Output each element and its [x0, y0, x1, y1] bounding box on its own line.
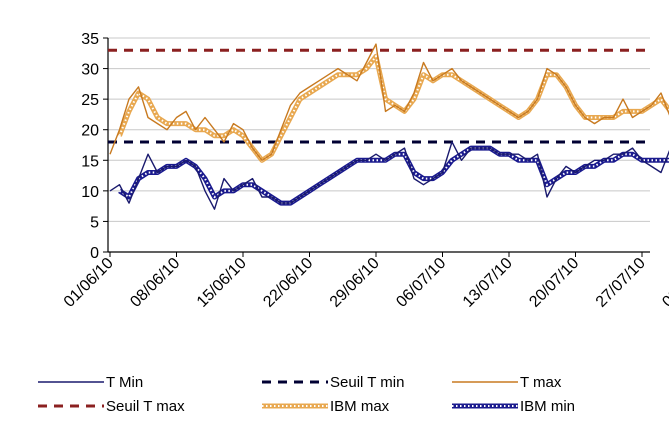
series-ibm-min	[118, 145, 669, 206]
series-ibm-max-group	[117, 53, 669, 163]
legend-item-ibm-min: IBM min	[452, 398, 575, 415]
legend-label: Seuil T max	[106, 398, 185, 415]
series-ibm-max	[117, 53, 669, 163]
y-tick-label: 35	[81, 31, 99, 48]
x-tick-label: 27/07/10	[593, 255, 649, 311]
legend-item-ibm-max: IBM max	[262, 398, 390, 415]
series-texture	[118, 53, 669, 162]
legend-item-seuil-t-min: Seuil T min	[262, 374, 404, 391]
legend-label: Seuil T min	[330, 374, 404, 391]
y-tick-labels: 0 5 10 15 20 25 30 35	[81, 31, 99, 262]
legend-item-seuil-t-max: Seuil T max	[38, 398, 185, 415]
x-tick-labels: 01/06/10 08/06/10 15/06/10 22/06/10 29/06/10…	[61, 255, 669, 311]
x-tick-label: 29/06/10	[327, 255, 383, 311]
y-tick-label: 30	[81, 62, 99, 79]
legend-item-t-max: T max	[452, 374, 562, 391]
series-t-min	[109, 141, 669, 210]
legend-label: T max	[520, 374, 562, 391]
y-tick-label: 0	[90, 245, 99, 262]
y-tick-label: 25	[81, 92, 99, 109]
x-tick-label: 08/06/10	[127, 255, 183, 311]
x-tick-label: 22/06/10	[260, 255, 316, 311]
series-t-max	[109, 43, 669, 161]
y-tick-label: 10	[81, 184, 99, 201]
y-tick-label: 20	[81, 123, 99, 140]
series-ibm-min-group	[118, 145, 669, 206]
legend-label: IBM max	[330, 398, 390, 415]
x-tick-label: 20/07/10	[526, 255, 582, 311]
x-tick-label: 01/06/10	[61, 255, 117, 311]
legend: T Min Seuil T min T max Seuil T max IBM max I…	[38, 374, 575, 415]
x-tick-label: 06/07/10	[393, 255, 449, 311]
x-tick-label: 15/06/10	[194, 255, 250, 311]
x-tick-label: 13/07/10	[460, 255, 516, 311]
axes	[103, 37, 650, 257]
series-texture	[118, 147, 669, 205]
legend-item-t-min: T Min	[38, 374, 143, 391]
series-group	[108, 43, 669, 210]
legend-label: T Min	[106, 374, 143, 391]
x-tick-label: 03/08/10	[659, 255, 669, 311]
y-tick-label: 5	[90, 214, 99, 231]
y-tick-label: 15	[81, 153, 99, 170]
legend-label: IBM min	[520, 398, 575, 415]
